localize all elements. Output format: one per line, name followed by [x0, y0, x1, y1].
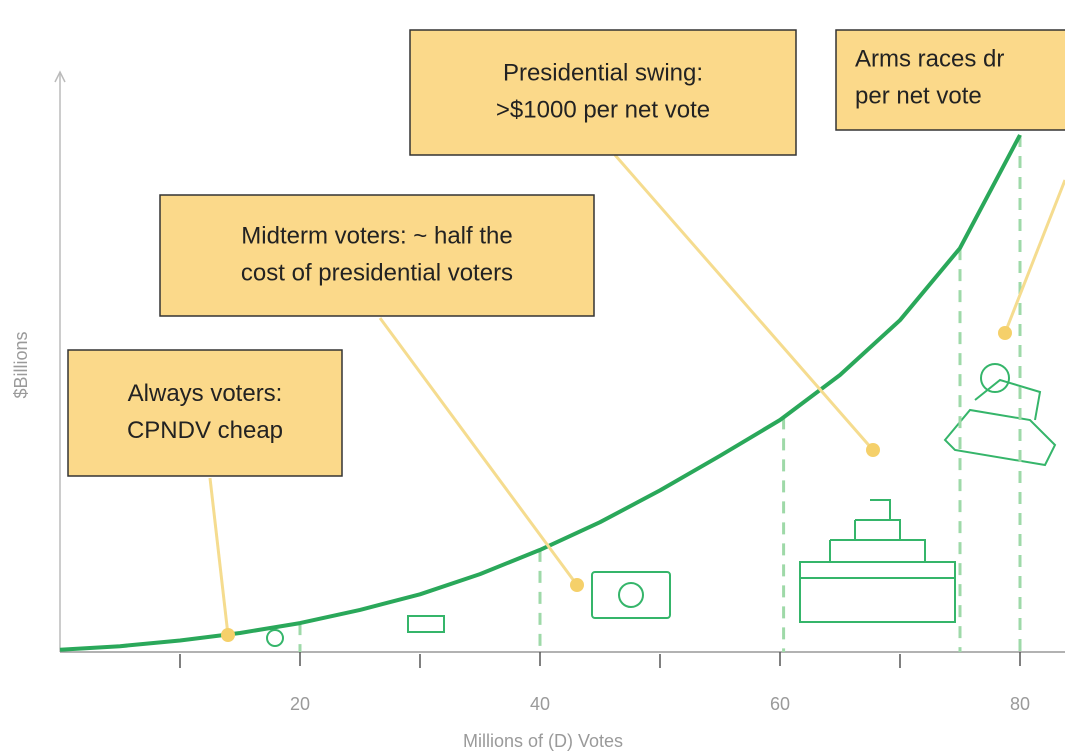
x-tick-label: 40 — [530, 694, 550, 714]
money-stack-icon — [799, 499, 956, 623]
annotation-text: >$1000 per net vote — [496, 96, 710, 123]
connector-dot — [866, 443, 880, 457]
annotation-text: per net vote — [855, 82, 982, 109]
annotation-box — [67, 349, 343, 477]
annotation-text: Arms races dr — [855, 45, 1004, 72]
bill-icon — [407, 615, 445, 633]
icons — [266, 363, 1057, 647]
x-tick-label: 60 — [770, 694, 790, 714]
big-bill-icon — [591, 571, 671, 619]
connector-dot — [221, 628, 235, 642]
annotation-box — [835, 29, 1065, 131]
coin-icon — [266, 629, 284, 647]
big-bill-center — [618, 582, 644, 608]
x-tick-label: 20 — [290, 694, 310, 714]
connector — [1003, 179, 1065, 334]
connector-dot — [998, 326, 1012, 340]
gold-coin-icon — [980, 363, 1010, 393]
curve — [59, 134, 1022, 652]
annotation-text: cost of presidential voters — [241, 259, 513, 286]
connector — [378, 317, 579, 586]
annotation-text: Midterm voters: ~ half the — [241, 222, 512, 249]
connector — [208, 477, 230, 636]
y-axis-arrow — [54, 70, 66, 83]
annotation-text: Presidential swing: — [503, 59, 703, 86]
connector-dot — [570, 578, 584, 592]
x-tick-label: 80 — [1010, 694, 1030, 714]
annotation-box — [159, 194, 595, 317]
annotation-box — [409, 29, 797, 156]
connector — [613, 154, 875, 451]
annotation-text: Always voters: — [128, 380, 283, 407]
x-axis-label: Millions of (D) Votes — [463, 731, 623, 751]
y-axis-label: $Billions — [11, 331, 31, 398]
annotation-text: CPNDV cheap — [127, 417, 283, 444]
